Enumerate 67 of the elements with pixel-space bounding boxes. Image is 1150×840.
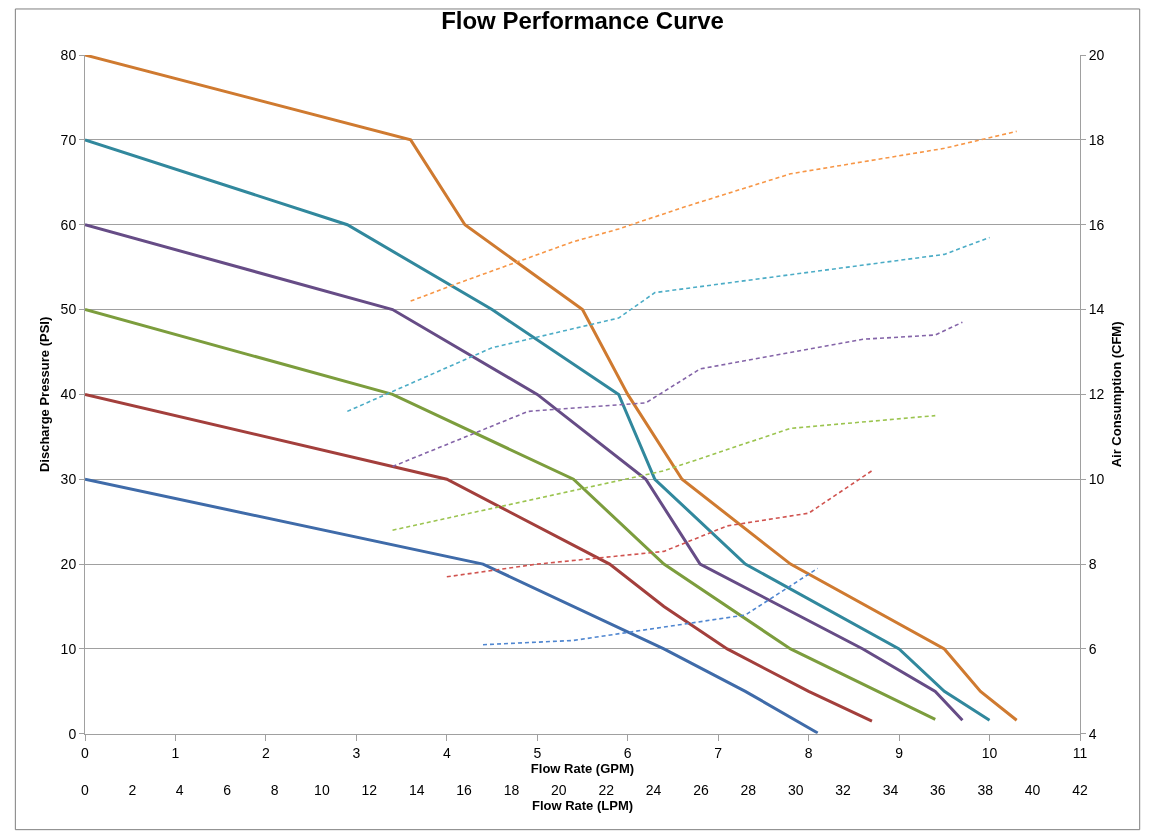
y-tick-label: 10 (60, 640, 77, 657)
x2-tick-label: 4 (175, 781, 184, 798)
line-series (391, 414, 937, 531)
y2-tick-label: 14 (1088, 301, 1105, 318)
x-axis-title: Flow Rate (GPM) (530, 760, 635, 776)
x2-tick-label: 32 (835, 781, 852, 798)
x2-tick-label: 16 (456, 781, 473, 798)
y-tick-label: 50 (60, 301, 77, 318)
x-tick-label: 0 (81, 744, 90, 761)
x-tick-label: 8 (804, 744, 813, 761)
y2-tick-label: 8 (1088, 556, 1097, 572)
x-tick-label: 2 (262, 744, 271, 761)
x2-tick-label: 0 (81, 781, 90, 798)
x2-tick-label: 28 (740, 781, 757, 798)
x-tick-label: 1 (171, 744, 180, 761)
x-tick-label: 9 (895, 744, 904, 761)
y2-tick-label: 16 (1088, 216, 1105, 233)
y2-tick-label: 18 (1088, 131, 1105, 148)
line-series (85, 223, 964, 722)
x2-tick-label: 24 (645, 781, 662, 798)
x2-tick-label: 20 (551, 781, 567, 798)
x-tick-label: 7 (714, 744, 723, 761)
x2-tick-label: 18 (503, 781, 520, 798)
y-tick-label: 30 (60, 471, 77, 488)
line-series (85, 392, 874, 723)
x2-tick-label: 22 (598, 781, 615, 798)
x-tick-label: 11 (1072, 744, 1088, 761)
x-tick-label: 3 (352, 744, 361, 761)
y-tick-label: 0 (68, 725, 77, 742)
line-series (85, 308, 937, 721)
y-axis-title: Discharge Pressure (PSI) (36, 316, 52, 473)
line-series (446, 469, 873, 578)
x-tick-label: 5 (533, 744, 542, 761)
y-tick-label: 70 (60, 131, 77, 148)
line-series (85, 477, 820, 734)
x2-tick-label: 42 (1072, 781, 1088, 798)
x2-tick-label: 30 (787, 781, 804, 798)
x-tick-label: 4 (442, 744, 451, 761)
y2-tick-label: 6 (1088, 640, 1097, 657)
x2-axis-title: Flow Rate (LPM) (531, 797, 634, 813)
y-tick-label: 40 (60, 386, 77, 403)
x2-tick-label: 26 (693, 781, 709, 798)
x2-tick-label: 2 (128, 781, 137, 798)
x2-tick-label: 40 (1024, 781, 1041, 798)
y2-tick-label: 12 (1088, 386, 1105, 403)
y-tick-label: 20 (60, 556, 77, 572)
line-series (409, 130, 1018, 302)
y2-axis-title: Air Consumption (CFM) (1109, 321, 1125, 468)
x2-tick-label: 6 (223, 781, 232, 798)
line-series (391, 321, 964, 468)
x2-tick-label: 36 (930, 781, 946, 798)
y2-tick-label: 4 (1088, 725, 1097, 742)
x2-tick-label: 10 (314, 781, 330, 798)
x2-tick-label: 38 (977, 781, 994, 798)
x-tick-label: 10 (981, 744, 998, 761)
chart-title: Flow Performance Curve (441, 7, 724, 35)
y-tick-label: 80 (60, 46, 77, 63)
x2-tick-label: 14 (408, 781, 425, 798)
line-series (346, 236, 991, 413)
y2-tick-label: 10 (1088, 471, 1105, 488)
y-tick-label: 60 (60, 216, 77, 233)
line-series (482, 567, 819, 646)
x2-tick-label: 8 (270, 781, 279, 798)
x2-tick-label: 12 (361, 781, 378, 798)
y2-tick-label: 20 (1088, 46, 1105, 63)
x-tick-label: 6 (623, 744, 632, 761)
x2-tick-label: 34 (882, 781, 899, 798)
